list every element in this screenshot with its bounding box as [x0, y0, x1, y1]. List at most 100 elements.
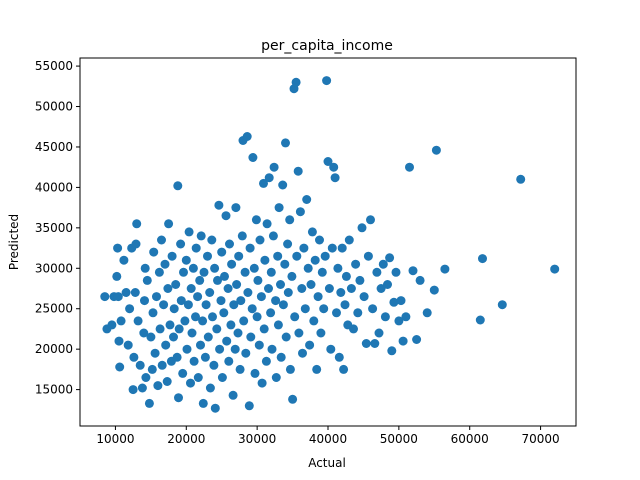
- scatter-point: [200, 352, 210, 362]
- scatter-point: [344, 235, 354, 245]
- scatter-point: [220, 271, 229, 281]
- scatter-point: [305, 340, 315, 350]
- scatter-point: [254, 340, 264, 350]
- scatter-point: [178, 368, 188, 378]
- scatter-point: [153, 381, 163, 391]
- scatter-point: [330, 173, 340, 183]
- scatter-point: [278, 180, 288, 190]
- scatter-point: [332, 308, 341, 318]
- scatter-point: [252, 312, 262, 322]
- scatter-point: [159, 300, 169, 310]
- scatter-point: [363, 251, 373, 261]
- scatter-point: [140, 296, 149, 306]
- y-axis: 15000 20000 25000 30000 35000 40000 45000 50000…: [35, 59, 80, 397]
- scatter-point: [394, 316, 404, 326]
- scatter-point: [183, 300, 193, 310]
- scatter-point: [209, 360, 219, 370]
- scatter-point: [207, 235, 217, 245]
- scatter-point: [387, 346, 397, 356]
- scatter-point: [283, 288, 293, 297]
- scatter-point: [210, 263, 220, 273]
- scatter-point: [128, 385, 138, 395]
- scatter-point: [261, 356, 271, 366]
- scatter-point: [288, 394, 298, 404]
- scatter-point: [259, 324, 269, 334]
- scatter-point: [225, 239, 234, 249]
- scatter-point: [401, 312, 411, 322]
- scatter-point: [130, 288, 140, 297]
- scatter-point: [198, 316, 208, 326]
- scatter-point: [306, 280, 316, 289]
- x-tick-label: 40000: [309, 432, 347, 446]
- scatter-point: [123, 340, 133, 350]
- x-tick-label: 10000: [96, 432, 134, 446]
- scatter-point: [309, 316, 319, 326]
- scatter-point: [186, 378, 195, 388]
- scatter-point: [303, 263, 313, 273]
- scatter-point: [324, 284, 334, 293]
- scatter-point: [148, 308, 158, 318]
- scatter-point: [271, 296, 281, 306]
- scatter-point: [176, 296, 186, 306]
- scatter-point: [149, 247, 159, 257]
- scatter-point: [247, 304, 257, 314]
- scatter-point: [329, 162, 339, 172]
- scatter-point: [310, 255, 320, 265]
- scatter-point: [203, 332, 213, 342]
- scatter-point: [147, 364, 157, 374]
- scatter-point: [174, 324, 184, 334]
- scatter-point: [199, 267, 209, 277]
- scatter-point: [291, 77, 301, 87]
- scatter-point: [132, 219, 142, 229]
- scatter-point: [337, 243, 347, 253]
- y-tick-label: 30000: [35, 261, 73, 275]
- scatter-point: [251, 215, 261, 225]
- scatter-point: [250, 368, 260, 378]
- scatter-point: [497, 300, 507, 310]
- scatter-point: [243, 288, 253, 297]
- scatter-point: [163, 284, 173, 293]
- y-tick-label: 20000: [35, 342, 73, 356]
- scatter-point: [290, 312, 300, 322]
- scatter-point: [214, 200, 224, 210]
- x-tick-label: 60000: [451, 432, 489, 446]
- scatter-point: [241, 348, 251, 358]
- scatter-point: [366, 215, 375, 225]
- scatter-point: [119, 255, 129, 265]
- scatter-point: [283, 239, 293, 249]
- scatter-point: [188, 263, 198, 273]
- scatter-point: [176, 239, 186, 249]
- scatter-point: [412, 335, 422, 344]
- scatter-point: [116, 316, 126, 326]
- scatter-point: [405, 162, 414, 172]
- scatter-point: [115, 362, 125, 372]
- scatter-point: [255, 235, 265, 245]
- scatter-point: [271, 373, 281, 382]
- scatter-point: [133, 316, 143, 326]
- scatter-point: [239, 316, 249, 326]
- scatter-point: [226, 320, 236, 330]
- scatter-point: [307, 227, 317, 237]
- scatter-point: [516, 174, 526, 184]
- scatter-point: [313, 292, 323, 302]
- scatter-point: [378, 259, 388, 269]
- scatter-point: [383, 280, 392, 289]
- scatter-point: [242, 132, 252, 141]
- scatter-point: [264, 173, 274, 183]
- scatter-point: [281, 332, 291, 342]
- scatter-point: [374, 328, 384, 338]
- scatter-point: [142, 275, 152, 285]
- scatter-point: [385, 253, 395, 263]
- scatter-point: [408, 266, 418, 276]
- scatter-point: [248, 153, 258, 162]
- scatter-point: [231, 203, 241, 213]
- scatter-point: [273, 320, 283, 330]
- scatter-point: [215, 344, 225, 354]
- scatter-point: [281, 138, 290, 148]
- scatter-point: [349, 324, 358, 334]
- y-axis-label: Predicted: [7, 214, 21, 270]
- scatter-point: [236, 296, 246, 306]
- scatter-point: [323, 157, 333, 166]
- scatter-point: [351, 259, 361, 269]
- scatter-point: [100, 292, 110, 302]
